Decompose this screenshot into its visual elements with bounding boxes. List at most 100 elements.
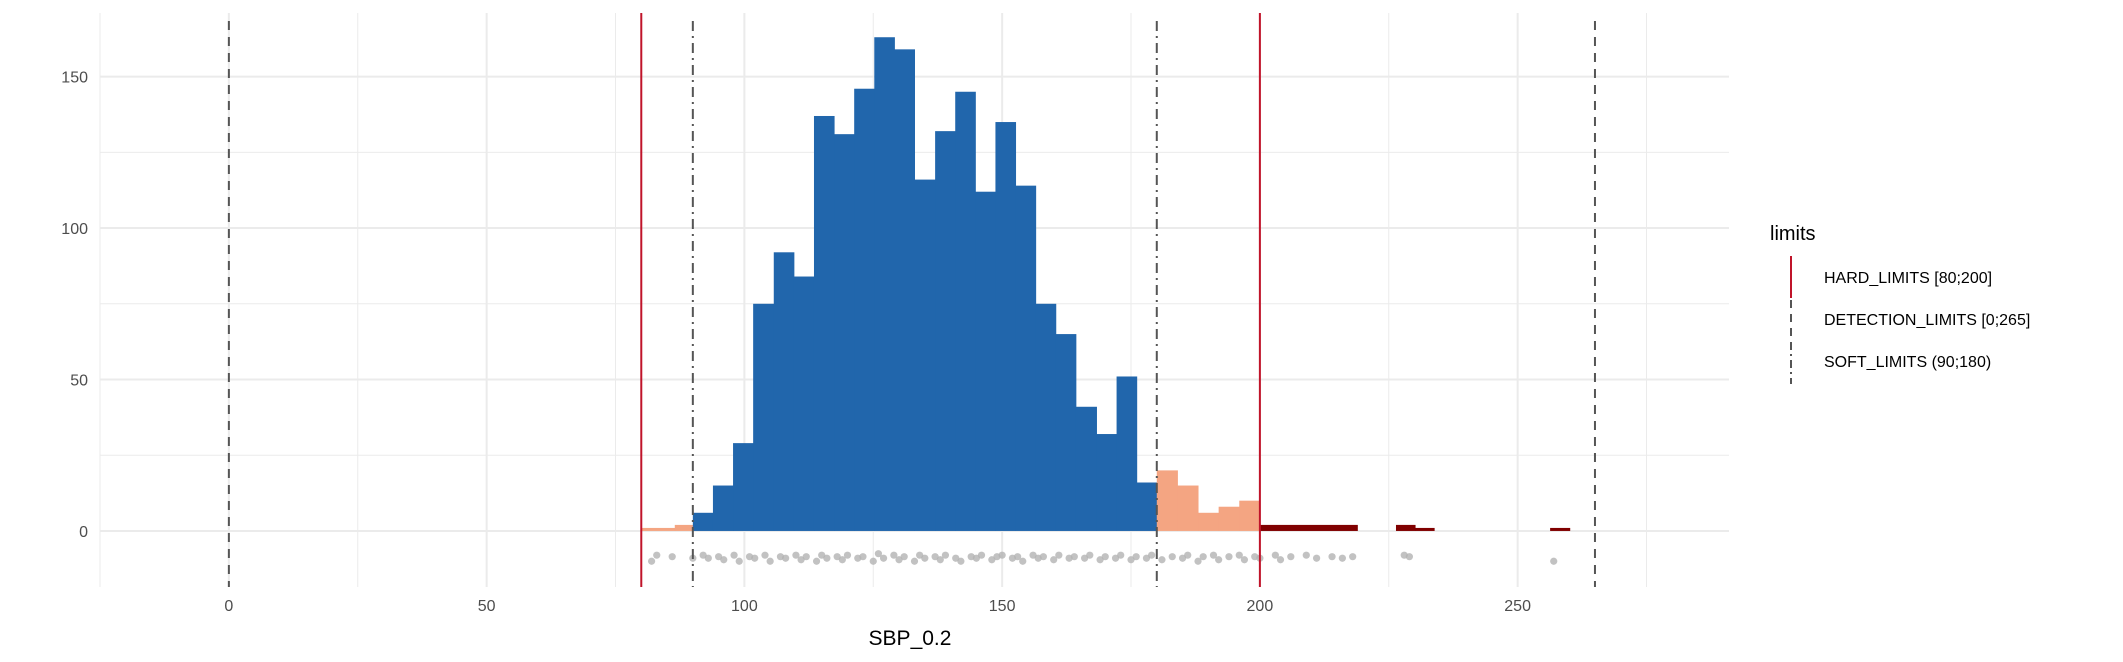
data-point	[802, 553, 810, 561]
data-point	[957, 557, 965, 565]
data-point	[843, 551, 852, 559]
data-point	[668, 553, 676, 561]
data-point	[1302, 551, 1310, 559]
histogram-bar	[1415, 527, 1435, 531]
data-point	[879, 554, 888, 562]
y-tick-label: 50	[70, 373, 88, 390]
legend-label-detection-limits: DETECTION_LIMITS [0;265]	[1824, 312, 2030, 329]
data-point	[1550, 557, 1558, 565]
data-point	[766, 557, 774, 565]
data-point	[921, 554, 929, 562]
data-point	[704, 554, 712, 562]
histogram-bar	[1015, 185, 1037, 531]
data-point	[1349, 553, 1357, 561]
legend-title: limits	[1770, 223, 1816, 245]
limit-lines	[227, 13, 1596, 587]
data-point	[1050, 556, 1058, 564]
histogram-bar	[955, 91, 976, 531]
data-point	[1101, 553, 1109, 561]
histogram-bar	[1156, 470, 1178, 531]
histogram-bar	[641, 527, 676, 531]
legend-item-soft-limits: SOFT_LIMITS (90;180)	[1790, 342, 1991, 384]
legend: limits HARD_LIMITS [80;200] DETECTION_LI…	[1770, 223, 2030, 384]
data-point	[1117, 551, 1125, 559]
data-point	[1086, 551, 1094, 559]
histogram-bar	[1177, 485, 1199, 531]
data-point	[1148, 551, 1156, 559]
y-tick-label: 100	[61, 221, 88, 238]
data-point	[1209, 551, 1218, 559]
histogram-bar	[793, 276, 815, 531]
histogram-bar	[894, 49, 915, 531]
legend-item-hard-limits: HARD_LIMITS [80;200]	[1790, 256, 1992, 298]
data-point	[900, 553, 908, 561]
data-point	[1405, 553, 1413, 561]
histogram-bar	[773, 252, 795, 531]
histogram-bar	[674, 524, 694, 531]
data-point	[1271, 551, 1279, 559]
x-tick-label: 200	[1247, 598, 1274, 615]
histogram-bar	[1218, 506, 1240, 531]
histogram-bar	[995, 122, 1017, 531]
data-point	[647, 557, 656, 565]
data-point	[1225, 553, 1233, 561]
data-point	[1019, 557, 1027, 565]
histogram-bar	[1096, 434, 1118, 531]
data-point	[977, 551, 986, 559]
histogram-bars	[641, 37, 1571, 531]
x-tick-label: 250	[1504, 598, 1531, 615]
y-tick-label: 0	[79, 524, 88, 541]
histogram-bar	[1055, 334, 1077, 531]
data-point	[782, 554, 790, 562]
data-point	[1240, 556, 1249, 564]
histogram-bar	[874, 37, 895, 531]
histogram-bar	[914, 179, 936, 531]
y-tick-label: 150	[61, 70, 88, 87]
data-point	[1168, 553, 1176, 561]
data-point	[720, 556, 728, 564]
data-point	[1287, 553, 1295, 561]
y-axis-ticks: 0 50 100 150	[61, 70, 88, 541]
histogram-bar	[733, 443, 754, 531]
data-point	[941, 551, 950, 559]
data-point	[1194, 557, 1202, 565]
data-point	[1215, 556, 1223, 564]
histogram-bar	[1075, 406, 1097, 531]
data-point	[1070, 553, 1078, 561]
data-point	[874, 550, 883, 558]
data-point	[823, 554, 831, 562]
data-point	[1184, 551, 1192, 559]
data-point	[1132, 553, 1140, 561]
data-point	[812, 557, 821, 565]
data-point	[761, 551, 769, 559]
legend-label-soft-limits: SOFT_LIMITS (90;180)	[1824, 354, 1991, 371]
data-point	[1328, 553, 1336, 561]
data-point	[1055, 551, 1063, 559]
data-point	[910, 557, 919, 565]
histogram-bar	[1035, 303, 1057, 531]
data-point	[869, 557, 877, 565]
x-axis-label: SBP_0.2	[869, 627, 952, 650]
histogram-bar	[692, 512, 714, 531]
histogram-bar	[712, 485, 734, 531]
legend-label-hard-limits: HARD_LIMITS [80;200]	[1824, 270, 1992, 287]
data-point	[1158, 556, 1166, 564]
histogram-bar	[1259, 524, 1358, 531]
data-point	[792, 551, 800, 559]
histogram-bar	[834, 134, 855, 531]
histogram-bar	[813, 115, 835, 531]
data-point	[1276, 556, 1285, 564]
data-point	[890, 551, 898, 559]
histogram-bar	[1395, 524, 1416, 531]
histogram-bar	[753, 303, 775, 531]
data-point	[1199, 553, 1207, 561]
data-point	[735, 557, 743, 565]
data-point	[838, 556, 846, 564]
histogram-bar	[1550, 527, 1571, 531]
histogram-bar	[854, 88, 875, 531]
x-tick-label: 50	[478, 598, 496, 615]
data-point	[751, 554, 759, 562]
histogram-bar	[1198, 512, 1220, 531]
data-point	[1039, 553, 1047, 561]
